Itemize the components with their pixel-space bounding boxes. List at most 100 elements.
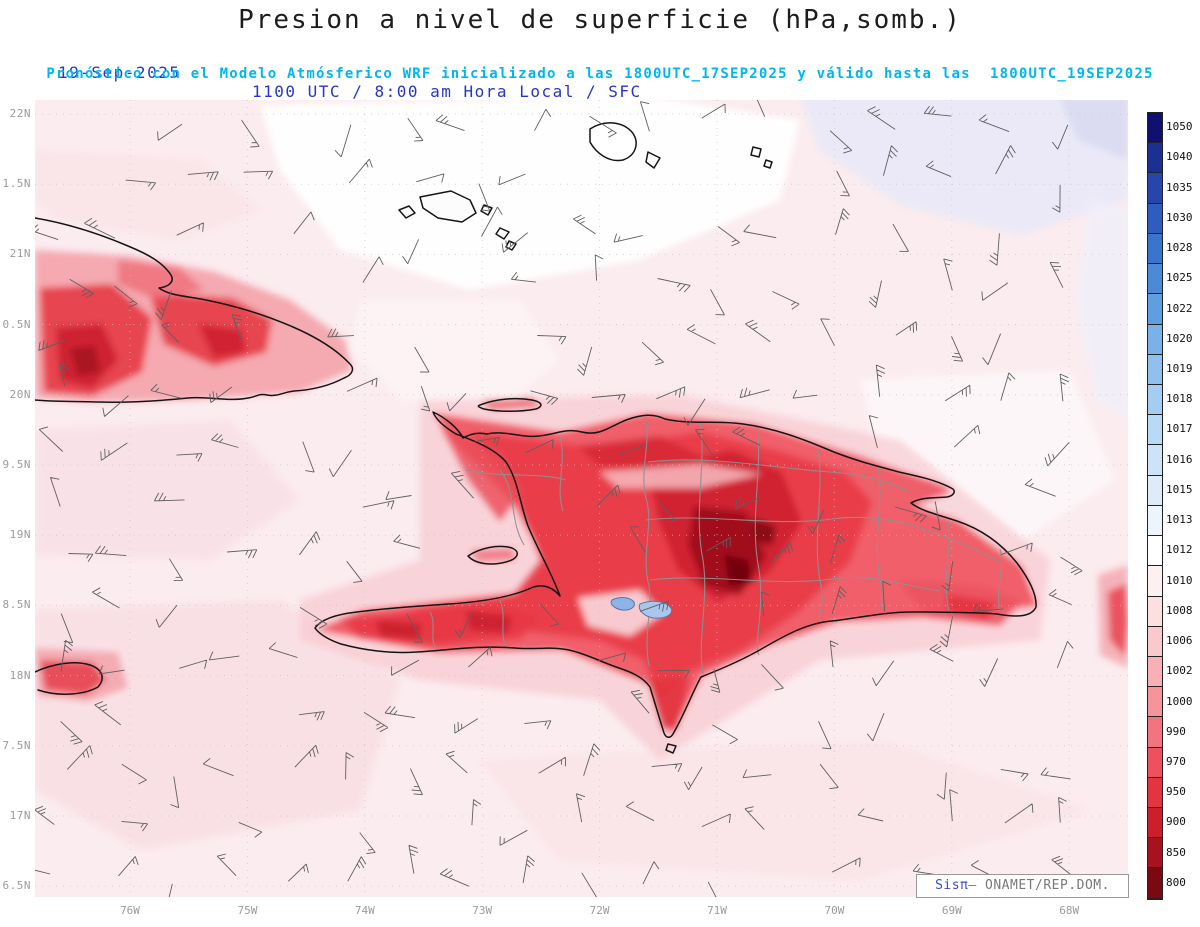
lat-tick-label: 7.5N xyxy=(2,738,31,752)
lake-azuei xyxy=(610,597,635,611)
lat-tick-label: 21N xyxy=(9,247,31,261)
colorbar-segment xyxy=(1148,264,1162,295)
island-gonave xyxy=(467,545,518,565)
pressure-colorbar xyxy=(1147,112,1163,900)
colorbar-segment xyxy=(1148,838,1162,869)
colorbar-label: 1010 xyxy=(1166,573,1193,587)
colorbar-label: 1002 xyxy=(1166,664,1193,678)
colorbar-segment xyxy=(1148,687,1162,718)
islands-turks xyxy=(750,146,773,169)
lon-tick-label: 76W xyxy=(120,904,140,917)
colorbar-segment xyxy=(1148,113,1162,144)
lat-tick-label: 0.5N xyxy=(2,317,31,331)
colorbar-segment xyxy=(1148,747,1162,778)
lon-tick-label: 75W xyxy=(237,904,258,917)
lat-tick-label: 8.5N xyxy=(2,598,31,612)
colorbar-label: 1028 xyxy=(1166,241,1193,255)
lon-tick-label: 70W xyxy=(824,904,845,917)
colorbar-segment xyxy=(1148,384,1162,416)
colorbar-label: 1050 xyxy=(1166,120,1193,134)
island-beata xyxy=(665,743,677,754)
lat-tick-label: 6.5N xyxy=(2,879,31,893)
map-title: Presion a nivel de superficie (hPa,somb.… xyxy=(238,5,962,35)
wind-barb-glyphs xyxy=(35,100,1083,897)
colorbar-segment xyxy=(1148,566,1162,597)
coastline-cuba xyxy=(35,217,354,404)
colorbar-label: 1018 xyxy=(1166,392,1193,406)
colorbar-segment xyxy=(1148,233,1162,265)
colorbar-label: 1000 xyxy=(1166,694,1193,708)
lat-tick-label: 22N xyxy=(9,107,31,120)
coastlines-layer xyxy=(35,122,1037,754)
colorbar-segment xyxy=(1148,143,1162,174)
lat-tick-label: 18N xyxy=(9,668,31,682)
lon-tick-label: 71W xyxy=(707,904,727,917)
lat-tick-label: 17N xyxy=(9,809,31,822)
colorbar-label: 1015 xyxy=(1166,482,1193,496)
colorbar-label: 950 xyxy=(1166,785,1186,799)
colorbar-segment xyxy=(1148,536,1162,567)
colorbar-segment xyxy=(1148,717,1162,748)
island-tortuga xyxy=(477,397,542,412)
lakes-layer xyxy=(610,597,673,619)
colorbar-label: 1013 xyxy=(1166,513,1193,527)
colorbar-label: 1035 xyxy=(1166,180,1193,194)
lon-tick-label: 73W xyxy=(472,904,493,917)
colorbar-label: 1025 xyxy=(1166,271,1193,285)
colorbar-segment xyxy=(1148,656,1162,688)
colorbar-segment xyxy=(1148,808,1162,839)
colorbar-label: 1030 xyxy=(1166,210,1193,224)
longitude-axis: 76W 75W 74W 73W 72W 71W 70W 69W 68W xyxy=(0,904,1200,920)
islands-caicos xyxy=(398,190,517,251)
watermark-org: – ONAMET/REP.DOM. xyxy=(968,878,1110,893)
colorbar-segment xyxy=(1148,596,1162,627)
island-inagua xyxy=(589,122,637,162)
lat-tick-label: 9.5N xyxy=(2,458,31,471)
colorbar-label: 1006 xyxy=(1166,634,1193,648)
colorbar-label: 1016 xyxy=(1166,452,1193,466)
latitude-axis: 22N 1.5N 21N 0.5N 20N 9.5N 19N 8.5N 18N 7.5N 17N 6.… xyxy=(0,0,33,927)
watermark: Sisπ– ONAMET/REP.DOM. xyxy=(916,874,1129,898)
colorbar-label: 990 xyxy=(1166,724,1186,738)
colorbar-label: 1012 xyxy=(1166,543,1193,557)
coastline-hispaniola xyxy=(314,411,1037,738)
colorbar-label: 850 xyxy=(1166,845,1186,859)
lat-tick-label: 19N xyxy=(9,528,31,542)
colorbar-segment xyxy=(1148,324,1162,355)
colorbar-segment xyxy=(1148,415,1162,446)
grid-dots-layer xyxy=(35,100,1128,897)
colorbar-segment xyxy=(1148,445,1162,476)
valid-time: 1100 UTC / 8:00 am Hora Local / SFC xyxy=(252,82,642,101)
colorbar-segment xyxy=(1148,868,1162,899)
colorbar-label: 1008 xyxy=(1166,603,1193,617)
colorbar-segment xyxy=(1148,354,1162,385)
lon-tick-label: 72W xyxy=(589,904,610,917)
lon-tick-label: 74W xyxy=(354,904,375,917)
colorbar-label: 1017 xyxy=(1166,422,1193,436)
colorbar-segment xyxy=(1148,626,1162,657)
colorbar-segment xyxy=(1148,173,1162,204)
colorbar-segment xyxy=(1148,294,1162,325)
colorbar-label: 800 xyxy=(1166,875,1186,889)
colorbar-segment xyxy=(1148,505,1162,537)
lat-tick-label: 1.5N xyxy=(2,177,31,191)
lon-tick-label: 68W xyxy=(1059,904,1080,917)
colorbar-label: 900 xyxy=(1166,815,1186,829)
run-date: 19-Sep-2025 xyxy=(58,63,181,82)
colorbar-segment xyxy=(1148,475,1162,506)
pressure-shading-layer xyxy=(35,100,1128,897)
colorbar-segment xyxy=(1148,777,1162,809)
run-line: 19-Sep-2025 1100 UTC / 8:00 am Hora Loca… xyxy=(0,44,1200,101)
colorbar-label: 1020 xyxy=(1166,331,1193,345)
colorbar-label: 1040 xyxy=(1166,150,1193,164)
colorbar-label: 1019 xyxy=(1166,361,1193,375)
forecast-description: Pronóstico con el Modelo Atmósferico WRF… xyxy=(46,66,1154,82)
lon-tick-label: 69W xyxy=(941,904,962,917)
colorbar-segment xyxy=(1148,203,1162,234)
island-little-inagua xyxy=(645,151,661,169)
watermark-brand: Sisπ xyxy=(935,878,969,893)
admin-boundaries xyxy=(429,416,1002,675)
wind-barbs-layer xyxy=(35,100,1083,897)
